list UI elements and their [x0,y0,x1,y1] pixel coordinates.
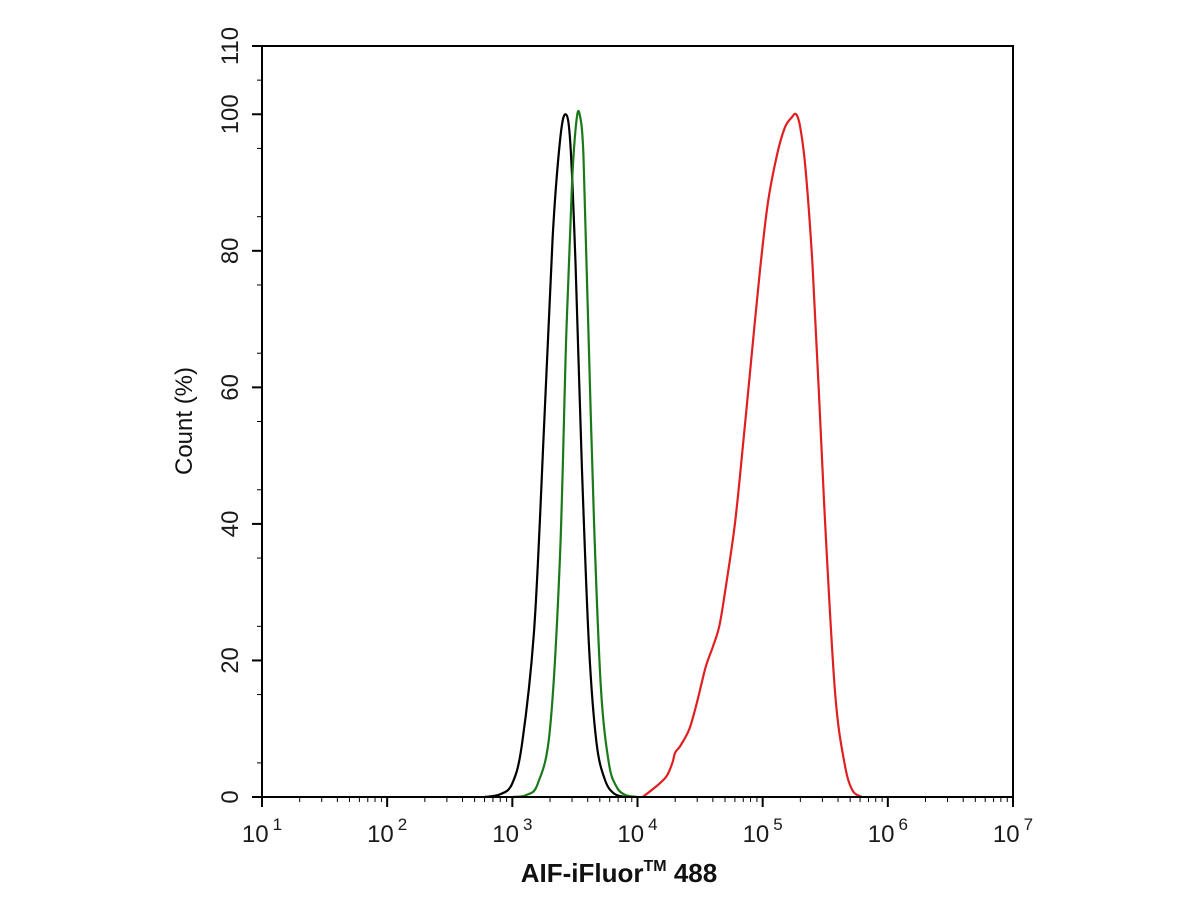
x-tick-exponent: 7 [1024,815,1033,834]
x-tick-label: 10 6 [868,815,908,848]
x-tick-label: 10 5 [743,815,783,848]
y-tick-label: 20 [217,647,244,674]
x-tick-base: 10 [367,821,394,848]
y-tick-label: 80 [217,237,244,264]
x-tick-label: 10 1 [242,815,282,848]
y-axis-label: Count (%) [171,367,198,475]
x-axis-label-sup: TM [644,858,667,875]
x-tick-base: 10 [993,821,1020,848]
y-tick-label: 0 [217,790,244,803]
x-tick-exponent: 4 [648,815,657,834]
x-axis-label-tail: 488 [667,858,718,888]
plot-frame [261,45,1014,798]
x-tick-base: 10 [492,821,519,848]
x-tick-label: 10 4 [617,815,657,848]
y-tick-label: 100 [217,94,244,134]
x-tick-label: 10 7 [993,815,1033,848]
major-ticks [252,45,1014,807]
x-tick-exponent: 3 [523,815,532,834]
x-tick-label: 10 3 [492,815,532,848]
x-tick-exponent: 1 [273,815,282,834]
x-tick-labels: 10 1 10 2 10 3 10 4 10 5 10 6 10 7 [242,815,1033,848]
series-line-1 [484,113,626,799]
y-tick-label: 40 [217,511,244,538]
x-tick-base: 10 [617,821,644,848]
x-tick-exponent: 5 [773,815,782,834]
y-tick-label: 110 [217,27,244,65]
x-axis-label-main: AIF-iFluor [521,858,644,888]
x-axis-label: AIF-iFluorTM 488 [521,858,717,888]
minor-ticks [257,79,1008,802]
y-tick-label: 60 [217,374,244,401]
y-tick-labels: 0 20 40 60 80 100 110 [217,27,244,804]
x-tick-exponent: 2 [398,815,407,834]
x-tick-exponent: 6 [898,815,907,834]
series-curves [484,109,863,799]
x-tick-label: 10 2 [367,815,407,848]
x-tick-base: 10 [743,821,770,848]
x-tick-base: 10 [868,821,895,848]
x-tick-base: 10 [242,821,269,848]
series-line-2 [512,109,638,799]
series-line-3 [642,112,863,798]
